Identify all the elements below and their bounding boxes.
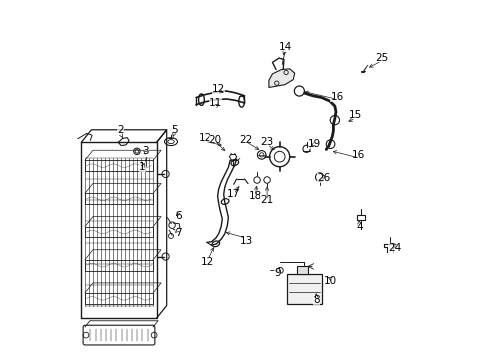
Text: 12: 12 (198, 133, 211, 143)
Text: 16: 16 (330, 92, 343, 102)
Text: 3: 3 (142, 146, 149, 156)
Text: 6: 6 (175, 211, 181, 221)
Text: 16: 16 (351, 150, 365, 160)
Text: 15: 15 (348, 111, 362, 121)
Polygon shape (268, 69, 294, 87)
Text: 12: 12 (212, 84, 225, 94)
Text: 10: 10 (324, 276, 336, 286)
Text: 8: 8 (312, 295, 319, 305)
Text: 4: 4 (355, 222, 362, 231)
Text: 5: 5 (171, 125, 178, 135)
Text: 19: 19 (307, 139, 321, 149)
Text: 20: 20 (208, 135, 221, 145)
Text: 12: 12 (201, 257, 214, 267)
Text: 17: 17 (226, 189, 240, 199)
Text: 18: 18 (248, 191, 262, 201)
Text: 25: 25 (374, 53, 387, 63)
Text: 7: 7 (175, 228, 181, 238)
Text: 24: 24 (387, 243, 401, 253)
Text: 13: 13 (239, 236, 252, 246)
Polygon shape (286, 274, 321, 304)
Text: 11: 11 (209, 98, 222, 108)
Polygon shape (297, 266, 307, 274)
Text: 14: 14 (278, 42, 291, 52)
Text: 22: 22 (239, 135, 252, 145)
Text: 23: 23 (260, 137, 273, 147)
Text: 2: 2 (117, 125, 124, 135)
Text: 21: 21 (260, 195, 273, 206)
Text: 9: 9 (274, 268, 280, 278)
Text: 1: 1 (139, 162, 145, 172)
Text: 26: 26 (316, 173, 329, 183)
